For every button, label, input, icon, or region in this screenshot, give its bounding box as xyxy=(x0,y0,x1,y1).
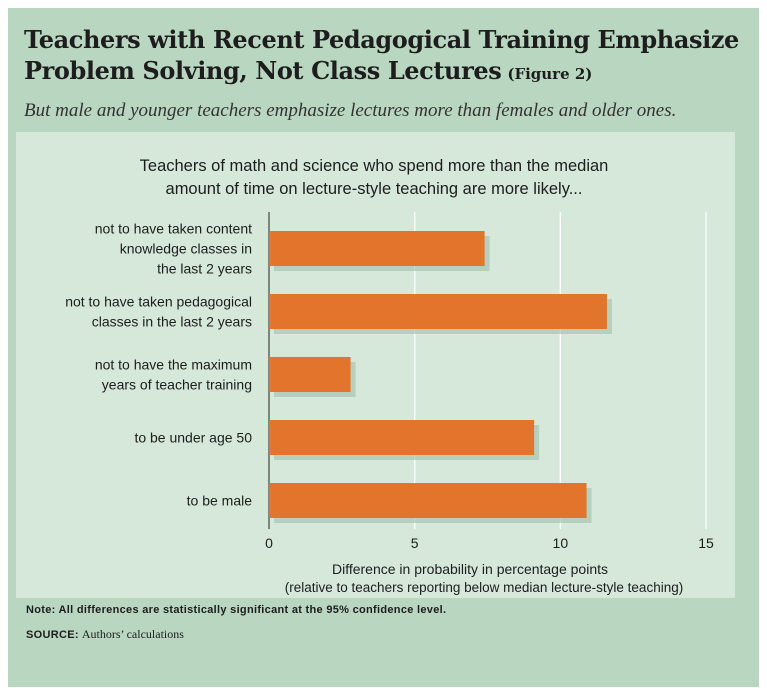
category-label: years of teacher training xyxy=(102,377,252,393)
bar xyxy=(269,231,485,266)
category-label: the last 2 years xyxy=(157,261,252,277)
category-label: classes in the last 2 years xyxy=(92,314,252,330)
x-tick-label: 10 xyxy=(553,535,569,551)
x-tick-label: 0 xyxy=(265,535,273,551)
figure-note: Note: All differences are statistically … xyxy=(26,604,447,616)
bar xyxy=(269,483,587,518)
x-axis-label: Difference in probability in percentage … xyxy=(332,561,608,577)
category-label: not to have taken content xyxy=(95,221,252,237)
figure-tag: (Figure 2) xyxy=(507,65,593,83)
category-label: not to have taken pedagogical xyxy=(65,294,252,310)
category-label: not to have the maximum xyxy=(95,357,252,373)
figure-source: SOURCE: Authors’ calculations xyxy=(26,627,746,642)
x-tick-label: 15 xyxy=(698,535,714,551)
bar xyxy=(269,420,535,455)
figure-title: Teachers with Recent Pedagogical Trainin… xyxy=(24,24,744,90)
x-axis-sublabel: (relative to teachers reporting below me… xyxy=(285,580,683,595)
figure-title-text: Teachers with Recent Pedagogical Trainin… xyxy=(24,25,739,85)
category-label: to be under age 50 xyxy=(134,430,252,446)
bar-chart: Teachers of math and science who spend m… xyxy=(65,157,714,595)
bar xyxy=(269,294,607,329)
chart-panel: Teachers of math and science who spend m… xyxy=(16,132,735,598)
figure-subtitle: But male and younger teachers emphasize … xyxy=(24,100,677,121)
x-tick-label: 5 xyxy=(411,535,419,551)
chart-title-line: Teachers of math and science who spend m… xyxy=(140,157,609,175)
category-label: to be male xyxy=(187,493,253,509)
source-text: Authors’ calculations xyxy=(81,627,184,641)
chart-title-line: amount of time on lecture-style teaching… xyxy=(166,180,583,198)
source-label: SOURCE: xyxy=(26,629,79,641)
bar xyxy=(269,357,351,392)
category-label: knowledge classes in xyxy=(120,241,252,257)
